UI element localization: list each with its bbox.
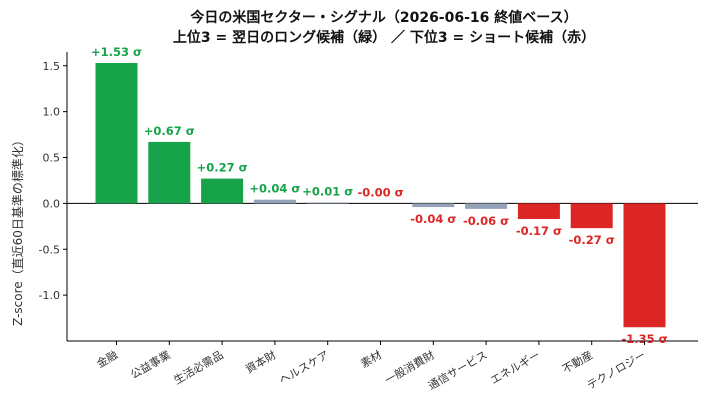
x-tick-label: ヘルスケア (277, 348, 331, 387)
chart-title-line1: 今日の米国セクター・シグナル（2026-06-16 終値ベース） (189, 9, 577, 26)
x-tick-label: 不動産 (560, 347, 596, 376)
bar-8 (517, 203, 560, 219)
y-axis-label: Z-score（直近60日基準の標準化） (10, 134, 25, 326)
plot-area: -1.0 -0.5 0.0 0.5 1.0 1.5 +1.53 σ 金融 +0.67 σ 公益事業… (39, 45, 698, 393)
x-tick-label: テクノロジー (585, 348, 648, 392)
chart-title-line2: 上位3 = 翌日のロング候補（緑） ／ 下位3 = ショート候補（赤） (173, 29, 595, 46)
data-label: +1.53 σ (91, 45, 142, 59)
x-tick-label: 素材 (358, 347, 384, 370)
data-label: -0.00 σ (357, 185, 403, 199)
x-tick-label: 金融 (94, 347, 120, 370)
x-tick-label: エネルギー (488, 348, 542, 387)
data-label: +0.04 σ (249, 182, 300, 196)
y-tick-label: -1.0 (39, 289, 60, 302)
bar-7 (465, 203, 508, 209)
y-tick-label: 1.5 (43, 60, 61, 73)
y-tick-label: 0.0 (43, 197, 61, 210)
bar-9 (570, 203, 613, 229)
y-tick-label: -0.5 (39, 243, 60, 256)
x-tick-label: 公益事業 (128, 347, 173, 381)
data-label: +0.27 σ (197, 161, 248, 175)
data-label: +0.01 σ (302, 184, 353, 198)
bar-0 (95, 63, 138, 204)
bar-10 (623, 203, 666, 328)
x-tick-label: 通信サービス (426, 348, 490, 392)
bar-1 (148, 141, 191, 204)
y-tick-label: 1.0 (43, 106, 61, 119)
bar-4 (306, 202, 349, 204)
bar-6 (412, 203, 455, 208)
bar-2 (201, 178, 244, 204)
data-label: +0.67 σ (144, 124, 195, 138)
data-label: -1.35 σ (621, 332, 667, 346)
bar-3 (253, 199, 296, 204)
data-label: -0.04 σ (410, 212, 456, 226)
y-tick-label: 0.5 (43, 152, 61, 165)
data-label: -0.17 σ (516, 224, 562, 238)
x-tick-label: 生活必需品 (171, 347, 226, 387)
x-tick-label: 資本財 (243, 347, 279, 376)
data-label: -0.27 σ (569, 233, 615, 247)
data-label: -0.06 σ (463, 214, 509, 228)
